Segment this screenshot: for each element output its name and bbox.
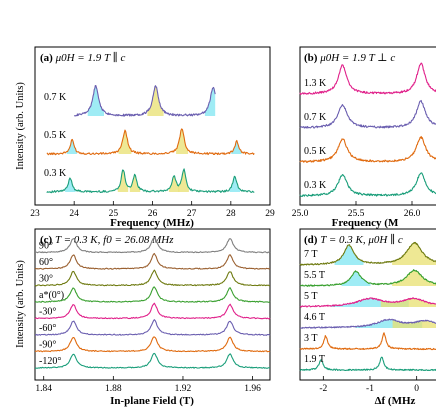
panel-d-xtick-label: 0 <box>414 384 419 394</box>
panel-c-series-label-90: -90° <box>39 340 56 351</box>
panel-b-trace-1-3-k <box>299 62 436 96</box>
panel-a-peak-fill <box>117 170 129 192</box>
panel-c-series-label-60: 60° <box>39 257 53 268</box>
tick-layer: 23 24 25 26 27 28 29 25.0 25.5 26.0 1.84 1.88 1.92 1.… <box>30 201 421 394</box>
panel-d-xlabel: Δf (MHz <box>375 395 416 407</box>
panel-c-xtick-label: 1.96 <box>244 384 261 394</box>
panel-a-peak-fill <box>147 85 164 116</box>
panel-d-trace-3-t <box>299 332 436 351</box>
panel-c-trace-90 <box>34 336 271 353</box>
panel-c-trace-30 <box>34 269 270 287</box>
panel-a-xlabel: Frequency (MHz) <box>110 217 194 229</box>
panel-c-ylabel: Intensity (arb. Units) <box>15 260 26 348</box>
panel-c-series-label-30: -30° <box>39 307 56 318</box>
panel-c-series-label-30: 30° <box>39 274 53 285</box>
panel-d-series-label-5-5-t: 5.5 T <box>304 270 325 281</box>
panel-c-trace-30 <box>34 302 271 320</box>
panel-c-xtick-label: 1.92 <box>175 384 192 394</box>
panel-b-xtick-label: 25.0 <box>292 209 309 219</box>
panel-a-series-label-0-5-k: 0.5 K <box>44 130 67 141</box>
panel-a-peak-fill <box>129 174 141 192</box>
panel-a-series-label-0-7-k: 0.7 K <box>44 92 67 103</box>
panel-c-series-label-90: 90° <box>39 241 53 252</box>
panel-c-series-label-a-0: a*(0°) <box>39 290 64 301</box>
panel-b-trace-0-7-k <box>299 99 436 129</box>
panel-a-xtick-label: 26 <box>148 209 158 219</box>
trace-layer <box>34 62 436 372</box>
panel-d-series-label-1-9-t: 1.9 T <box>304 354 325 365</box>
panel-d-peak-fill <box>392 242 436 265</box>
panel-d-title: (d) T = 0.3 K, μ0H ∥ c <box>304 233 403 246</box>
panel-c-trace-a-0 <box>34 286 271 303</box>
panel-c-title: (c) T = 0.3 K, f0 = 26.08 MHz <box>40 234 174 246</box>
panel-d-xtick-label: -1 <box>366 384 374 394</box>
panel-a-xtick-label: 29 <box>265 209 275 219</box>
panel-c-series-label-120: -120° <box>39 356 61 367</box>
panel-c-series-label-60: -60° <box>39 323 56 334</box>
panel-b-series-label-1-3-k: 1.3 K <box>304 78 327 89</box>
panel-b-series-label-0-3-k: 0.3 K <box>304 180 327 191</box>
panel-d-peak-fill <box>392 319 436 328</box>
panel-d-peak-fill <box>341 270 371 286</box>
panel-a-peak-fill <box>87 85 104 116</box>
panel-a-peak-fill <box>66 139 78 154</box>
panel-c-trace-120 <box>34 352 270 369</box>
panel-a-xtick-label: 23 <box>30 209 40 219</box>
panel-a-xtick-label: 24 <box>69 209 79 219</box>
panel-d-trace-7-t <box>299 241 436 266</box>
panel-c-xtick-label: 1.84 <box>35 384 52 394</box>
panel-d-trace-1-9-t <box>299 356 436 372</box>
panel-c-trace-60 <box>34 252 271 270</box>
panel-a-xtick-label: 27 <box>187 209 197 219</box>
panel-c-frame <box>34 228 271 381</box>
panel-d-series-label-4-6-t: 4.6 T <box>304 312 325 323</box>
panel-a-xtick-label: 28 <box>226 209 236 219</box>
panel-c-trace-90 <box>34 236 271 254</box>
panel-c-trace-60 <box>34 319 271 336</box>
panel-b-series-label-0-7-k: 0.7 K <box>304 112 327 123</box>
panel-b-title: (b) μ0H = 1.9 T ⊥ c <box>304 52 395 64</box>
panel-b-series-label-0-5-k: 0.5 K <box>304 146 327 157</box>
panel-c-xtick-label: 1.88 <box>105 384 122 394</box>
panel-d-xtick-label: -2 <box>319 384 327 394</box>
panel-c-xlabel: In-plane Field (T) <box>110 395 194 407</box>
panel-b-frame <box>299 46 436 206</box>
panel-a-peak-fill <box>229 176 240 192</box>
panel-d-peak-fill <box>380 297 436 307</box>
panel-a-title: (a) μ0H = 1.9 T ∥ c <box>40 51 125 64</box>
panel-d-trace-4-6-t <box>299 318 436 329</box>
panel-d-series-label-5-t: 5 T <box>304 291 317 302</box>
panel-a-peak-fill <box>176 128 189 154</box>
panel-d-series-label-3-t: 3 T <box>304 333 317 344</box>
panel-d-trace-5-t <box>299 297 436 308</box>
panel-a-trace-0-3-k <box>46 168 255 194</box>
fill-layer <box>65 85 436 328</box>
panel-b-xtick-label: 25.5 <box>348 209 365 219</box>
panel-a-xtick-label: 25 <box>109 209 119 219</box>
trace-label-layer: 0.7 K 0.5 K 0.3 K 1.3 K 0.7 K 0.5 K 0.3 K 90° 60… <box>39 78 327 367</box>
panel-b-xlabel: Frequency (M <box>332 217 399 229</box>
panel-a-trace-0-5-k <box>46 128 255 156</box>
panel-a-peak-fill <box>231 140 242 154</box>
panel-b-trace-0-5-k <box>299 135 436 163</box>
panel-a-peak-fill <box>178 168 189 192</box>
panel-b-xtick-label: 26.0 <box>404 209 421 219</box>
panel-d-series-label-7-t: 7 T <box>304 249 317 260</box>
panel-a-peak-fill <box>118 130 132 154</box>
panel-a-peak-fill <box>168 175 180 192</box>
panel-d-peak-fill <box>334 244 364 265</box>
panel-a-series-label-0-3-k: 0.3 K <box>44 168 67 179</box>
panel-a-trace-0-7-k <box>73 85 216 117</box>
panel-a-ylabel: Intensity (arb. Units) <box>15 82 26 170</box>
panel-d-trace-5-5-t <box>299 269 436 287</box>
panel-d-peak-fill <box>392 269 436 286</box>
panel-a-peak-fill <box>65 178 76 192</box>
panel-b-trace-0-3-k <box>299 172 436 198</box>
